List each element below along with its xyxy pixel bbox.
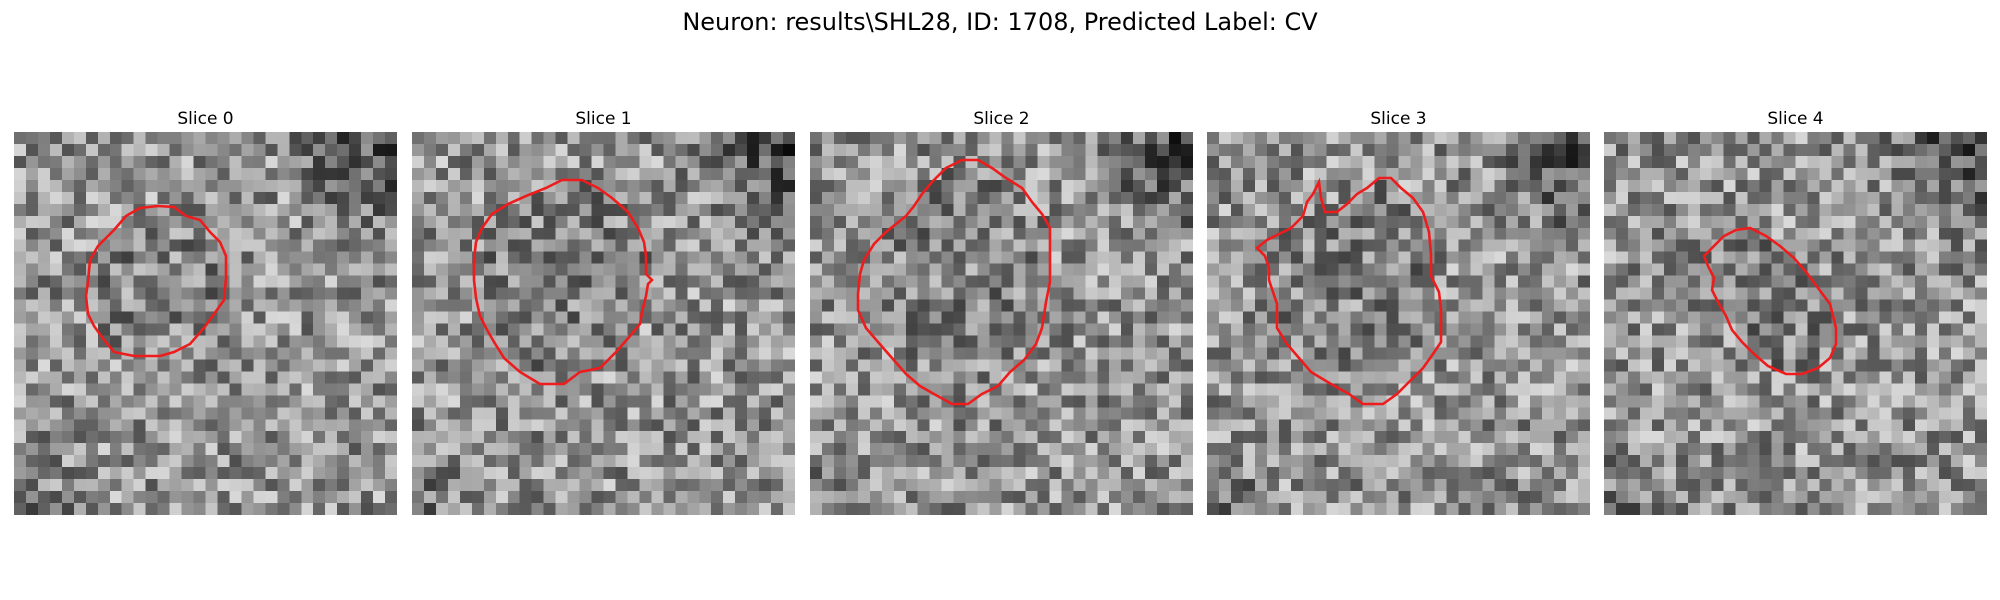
- cell-contour: [472, 178, 654, 386]
- slice-pixels: [1604, 132, 1987, 515]
- cell-contour: [84, 204, 228, 358]
- slice-title: Slice 1: [575, 109, 632, 129]
- slice-pixels: [412, 132, 795, 515]
- figure-title: Neuron: results\SHL28, ID: 1708, Predict…: [682, 8, 1318, 36]
- cell-contour: [1255, 176, 1443, 406]
- slice-panel-0: Slice 0: [14, 106, 397, 515]
- slice-image: [412, 132, 795, 515]
- slice-image: [1604, 132, 1987, 515]
- slice-title: Slice 4: [1767, 109, 1824, 129]
- slice-image: [1207, 132, 1590, 515]
- slice-title: Slice 3: [1370, 109, 1427, 129]
- slice-panel-1: Slice 1: [412, 106, 795, 515]
- slice-panel-3: Slice 3: [1207, 106, 1590, 515]
- slice-image: [810, 132, 1193, 515]
- slice-pixels: [14, 132, 397, 515]
- cell-contour: [856, 158, 1052, 406]
- slice-pixels: [810, 132, 1193, 515]
- slice-title: Slice 0: [177, 109, 234, 129]
- slice-panel-4: Slice 4: [1604, 106, 1987, 515]
- slice-image: [14, 132, 397, 515]
- slice-pixels: [1207, 132, 1590, 515]
- cell-contour: [1702, 226, 1838, 376]
- slice-panel-2: Slice 2: [810, 106, 1193, 515]
- slice-title: Slice 2: [973, 109, 1030, 129]
